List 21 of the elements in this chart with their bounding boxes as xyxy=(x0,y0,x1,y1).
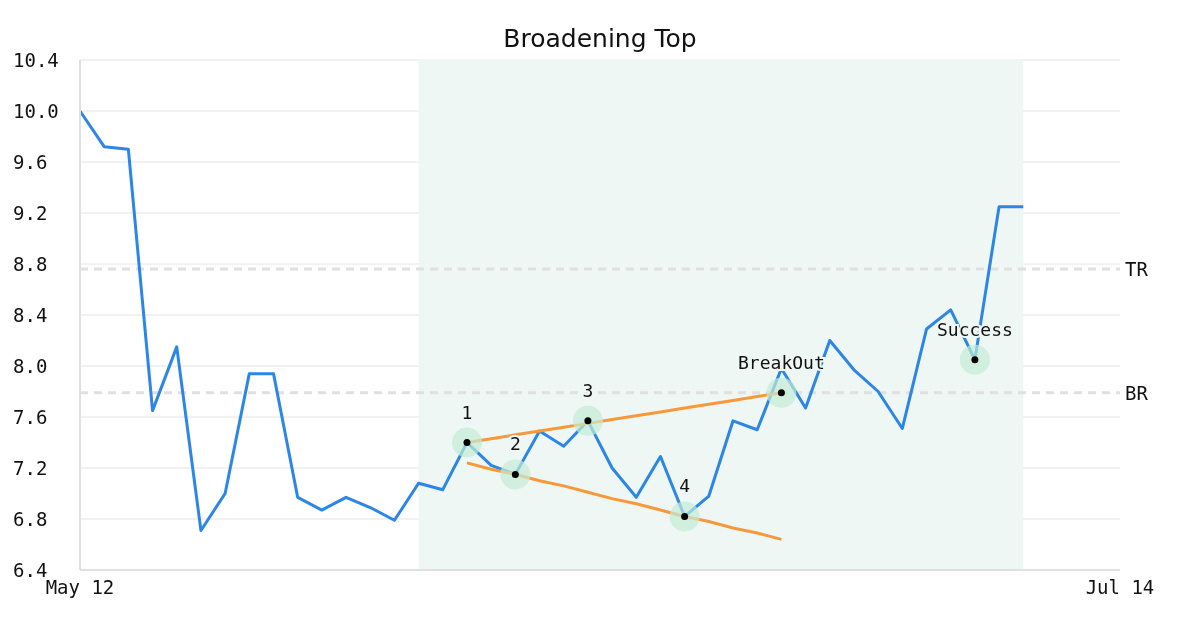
y-tick-label: 7.2 xyxy=(13,457,48,479)
annotation: 3 xyxy=(582,379,594,401)
y-tick-label: 8.4 xyxy=(13,304,48,326)
line-series xyxy=(78,109,1025,532)
y-tick-label: 10.4 xyxy=(13,49,59,71)
y-tick-label: 6.8 xyxy=(13,508,48,530)
chart-title: Broadening Top xyxy=(503,24,697,53)
y-tick-label: 6.4 xyxy=(13,559,48,581)
y-tick-label: 7.6 xyxy=(13,406,48,428)
x-tick-label: May 12 xyxy=(45,576,115,598)
annotation: 1 xyxy=(461,401,473,423)
y-tick-label: 9.6 xyxy=(13,151,48,173)
y-tick-label: 8.0 xyxy=(13,355,48,377)
y-tick-label: 10.0 xyxy=(13,100,59,122)
ref-line-label: TR xyxy=(1125,257,1149,280)
ref-line-label: BR xyxy=(1125,381,1149,404)
y-tick-label: 8.8 xyxy=(13,253,48,275)
annotation: 4 xyxy=(679,475,691,497)
annotation: 2 xyxy=(509,433,521,455)
y-tick-label: 9.2 xyxy=(13,202,48,224)
x-tick-label: Jul 14 xyxy=(1085,576,1155,598)
